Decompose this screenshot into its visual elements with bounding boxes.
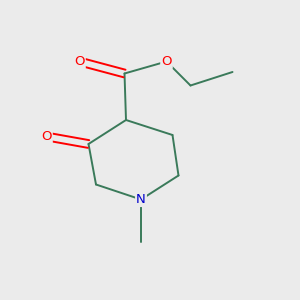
Text: O: O — [161, 55, 172, 68]
Text: N: N — [136, 193, 146, 206]
Text: O: O — [41, 130, 52, 143]
Text: O: O — [74, 55, 85, 68]
